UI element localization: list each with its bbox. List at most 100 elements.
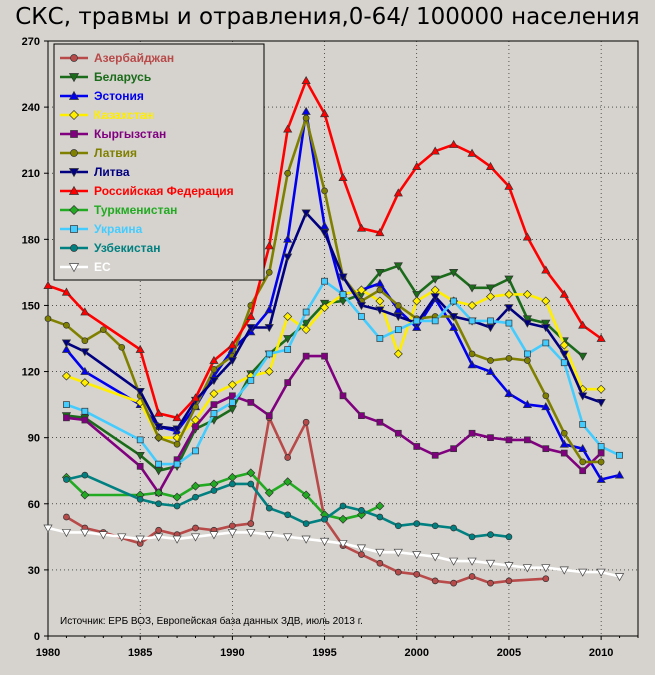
data-point (80, 307, 90, 316)
data-point (265, 412, 273, 419)
data-point (338, 540, 348, 549)
data-point (485, 559, 496, 568)
legend-box (53, 43, 265, 281)
data-point (301, 319, 311, 328)
data-point (44, 315, 52, 323)
legend: Азербайджан Беларусь Эстония Казахстан Кыргы… (53, 43, 265, 281)
data-point (264, 324, 274, 333)
series-9 (63, 277, 623, 468)
data-point (542, 339, 550, 347)
data-point (338, 514, 348, 524)
data-point (356, 285, 366, 295)
data-point (172, 425, 182, 434)
data-point (542, 445, 550, 453)
x-tick-label: 2000 (405, 647, 429, 659)
data-point (284, 379, 292, 386)
data-point (375, 501, 385, 511)
data-point (413, 443, 421, 450)
y-tick-label: 180 (22, 234, 40, 246)
data-point (173, 460, 181, 468)
data-point (559, 566, 569, 575)
data-point (358, 313, 365, 320)
data-point (61, 344, 72, 353)
data-point (192, 493, 199, 501)
legend-entry: ЕС (94, 260, 111, 274)
data-point (229, 392, 236, 400)
data-point (192, 447, 199, 455)
axis-ticks: 0 30 60 90 120 150 180 210 240 270 1980 1985 1990 199… (22, 36, 639, 659)
x-tick-label: 2005 (497, 647, 521, 659)
data-point (301, 490, 311, 500)
data-point (596, 333, 606, 342)
data-point (393, 262, 403, 271)
data-point (321, 277, 328, 285)
series-7 (43, 75, 606, 422)
data-point (504, 289, 514, 299)
data-point (80, 348, 90, 357)
data-point (524, 357, 531, 364)
data-point (210, 487, 218, 494)
data-point (61, 371, 71, 381)
data-point (504, 304, 514, 313)
data-point (376, 418, 384, 426)
data-point (136, 462, 144, 470)
data-point (284, 511, 292, 519)
data-point (393, 313, 403, 322)
data-point (81, 471, 89, 479)
legend-entry: Азербайджан (94, 51, 174, 65)
data-point (283, 234, 293, 243)
x-tick-label: 1995 (312, 647, 336, 659)
legend-marker (70, 54, 78, 62)
legend-entry: Литва (94, 165, 130, 179)
data-point (487, 357, 494, 364)
y-tick-label: 210 (22, 168, 40, 180)
data-point (192, 423, 199, 430)
data-point (431, 451, 439, 459)
legend-entry: Латвия (94, 146, 137, 160)
data-point (173, 502, 181, 510)
data-point (542, 392, 550, 400)
data-point (154, 533, 164, 542)
legend-marker (70, 130, 78, 138)
data-point (190, 393, 201, 402)
data-point (505, 577, 513, 585)
data-point (246, 468, 256, 478)
data-point (209, 355, 219, 364)
data-point (99, 326, 107, 334)
data-point (375, 306, 385, 315)
data-point (616, 451, 623, 459)
data-point (467, 557, 477, 566)
legend-marker (70, 149, 78, 157)
data-point (118, 343, 126, 351)
data-point (320, 303, 330, 313)
data-point (394, 522, 402, 530)
data-point (61, 339, 72, 348)
data-point (394, 568, 402, 576)
data-point (80, 529, 90, 538)
data-point (301, 209, 311, 218)
data-point (63, 414, 70, 422)
data-point (283, 253, 293, 262)
data-point (450, 445, 457, 453)
data-point (135, 451, 145, 461)
data-point (191, 481, 200, 491)
data-point (597, 458, 605, 466)
data-point (136, 496, 144, 503)
legend-entry: Украина (94, 222, 143, 236)
data-point (80, 490, 90, 500)
data-point (413, 570, 421, 578)
data-point (504, 562, 514, 571)
y-tick-label: 270 (22, 36, 40, 48)
data-point (209, 377, 219, 386)
data-point (210, 410, 218, 417)
legend-marker (68, 185, 80, 195)
data-point (430, 293, 440, 302)
data-point (283, 477, 293, 487)
data-point (412, 296, 422, 306)
data-point (227, 529, 237, 538)
data-point (301, 75, 311, 85)
data-point (376, 286, 384, 294)
data-point (449, 269, 459, 278)
data-point (486, 292, 495, 302)
data-point (393, 548, 403, 557)
